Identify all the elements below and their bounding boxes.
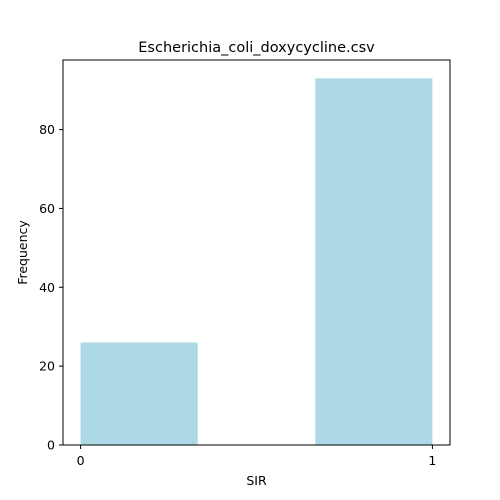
x-tick-label: 0 xyxy=(77,453,85,468)
histogram-bar-2 xyxy=(315,78,433,445)
histogram-bar-0 xyxy=(80,342,198,445)
y-tick-label: 40 xyxy=(39,280,55,295)
y-axis-ticks: 0 20 40 60 80 xyxy=(39,122,63,453)
y-axis-label: Frequency xyxy=(15,220,30,285)
y-tick-label: 0 xyxy=(47,438,55,453)
bars-group xyxy=(80,78,433,445)
x-tick-label: 1 xyxy=(428,453,436,468)
y-tick-label: 60 xyxy=(39,201,55,216)
plot-frame xyxy=(62,59,451,446)
y-tick-label: 20 xyxy=(39,359,55,374)
chart-title: Escherichia_coli_doxycycline.csv xyxy=(138,40,375,56)
x-axis-label: SIR xyxy=(246,473,267,488)
y-tick-label: 80 xyxy=(39,122,55,137)
